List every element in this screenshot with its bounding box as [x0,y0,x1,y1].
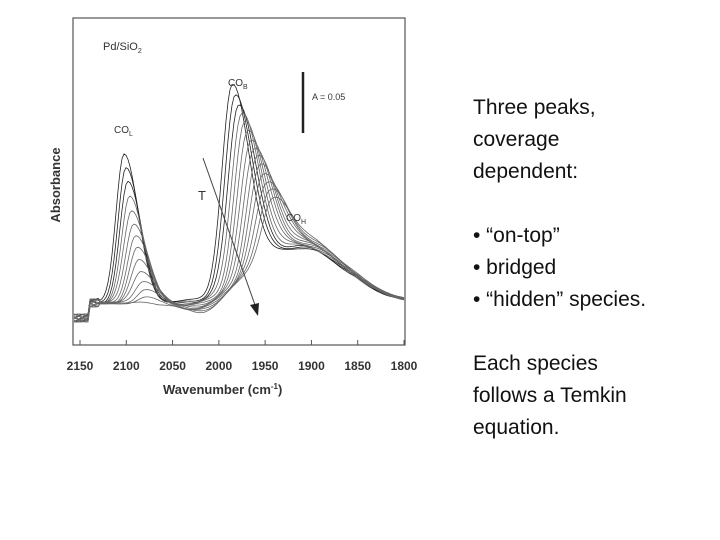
text-line: • bridged [473,256,557,279]
text-line: dependent: [473,160,579,183]
scale-bar-label: A = 0.05 [312,92,345,102]
x-label-sup: -1 [271,382,279,391]
spectrum-figure: Pd/SiO2 COB COL COH A = 0.05 T Absorbanc… [48,17,418,397]
arrow-label: T [198,188,206,203]
peak-main: CO [114,125,129,136]
peak-sub: B [243,84,248,91]
spectrum-curve [73,139,405,323]
x-label-end: ) [278,382,282,397]
peak-sub: H [301,219,306,226]
x-ticks: 2150 2100 2050 2000 1950 1900 1850 1800 [67,340,418,373]
arrow-head [250,303,259,316]
x-tick-label: 1800 [391,359,418,373]
spectrum-curve [73,84,405,323]
peak-label: COB [228,78,248,91]
text-line: • “on-top” [473,224,560,247]
peak-label: COL [114,125,133,138]
x-tick-label: 1850 [344,359,371,373]
notes: Three peaks, coverage dependent: • “on-top”… [473,92,713,476]
x-tick-label: 2050 [159,359,186,373]
text-line: Three peaks, [473,96,596,119]
text-line: coverage [473,128,560,151]
spectrum-curve [73,130,405,323]
plot-frame [72,17,406,346]
text-line: Each species [473,352,598,375]
spectrum-curve [73,188,405,323]
peak-sub: L [129,131,133,138]
sample-sub: 2 [138,48,142,55]
text-line: • “hidden” species. [473,288,647,311]
paragraph: Each species follows a Temkin equation. [473,348,713,444]
sample-label: Pd/SiO2 [103,41,142,55]
x-axis-label: Wavenumber (cm-1) [163,382,282,397]
peak-main: CO [286,213,301,224]
spectra [73,84,405,323]
x-tick-label: 2150 [67,359,94,373]
x-label-text: Wavenumber (cm [163,382,271,397]
peak-label: COH [286,213,306,226]
text-line: equation. [473,416,560,439]
spectrum-curve [73,196,405,323]
x-tick-label: 1950 [252,359,279,373]
x-tick-label: 2100 [113,359,140,373]
sample-text: Pd/SiO [103,41,138,53]
x-tick-label: 1900 [298,359,325,373]
text-line: follows a Temkin [473,384,627,407]
peak-main: CO [228,78,243,89]
paragraph: • “on-top” • bridged • “hidden” species. [473,220,713,316]
x-tick-label: 2000 [206,359,233,373]
y-axis-label: Absorbance [48,147,63,222]
temperature-arrow [202,157,256,306]
paragraph: Three peaks, coverage dependent: [473,92,713,188]
